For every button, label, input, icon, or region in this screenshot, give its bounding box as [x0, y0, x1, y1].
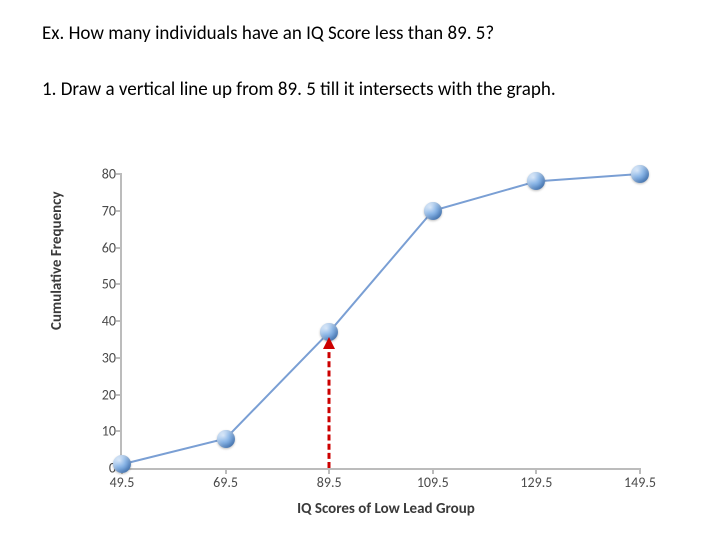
y-tick-mark	[116, 430, 122, 432]
data-marker	[424, 202, 442, 220]
y-tick-mark	[116, 357, 122, 359]
plot-area: 0102030405060708049.569.589.5109.5129.51…	[120, 174, 640, 470]
y-tick-mark	[116, 173, 122, 175]
x-axis-label: IQ Scores of Low Lead Group	[56, 500, 656, 518]
x-tick-mark	[535, 468, 537, 474]
data-marker	[527, 172, 545, 190]
x-tick-mark	[639, 468, 641, 474]
x-tick-mark	[432, 468, 434, 474]
x-tick-mark	[328, 468, 330, 474]
x-tick-mark	[225, 468, 227, 474]
data-marker	[217, 430, 235, 448]
chart-line-svg	[122, 174, 640, 468]
data-marker	[113, 455, 131, 473]
indicator-arrowhead	[323, 337, 335, 349]
y-tick-mark	[116, 247, 122, 249]
data-marker	[631, 165, 649, 183]
y-tick-mark	[116, 320, 122, 322]
step-1-text: 1. Draw a vertical line up from 89. 5 ti…	[42, 78, 682, 103]
y-tick-mark	[116, 394, 122, 396]
chart-container: Cumulative Frequency 0102030405060708049…	[56, 170, 656, 520]
question-text: Ex. How many individuals have an IQ Scor…	[42, 22, 682, 47]
data-line	[122, 174, 640, 464]
y-tick-mark	[116, 210, 122, 212]
indicator-line	[328, 343, 331, 468]
y-axis-label: Cumulative Frequency	[48, 191, 66, 330]
y-tick-mark	[116, 283, 122, 285]
